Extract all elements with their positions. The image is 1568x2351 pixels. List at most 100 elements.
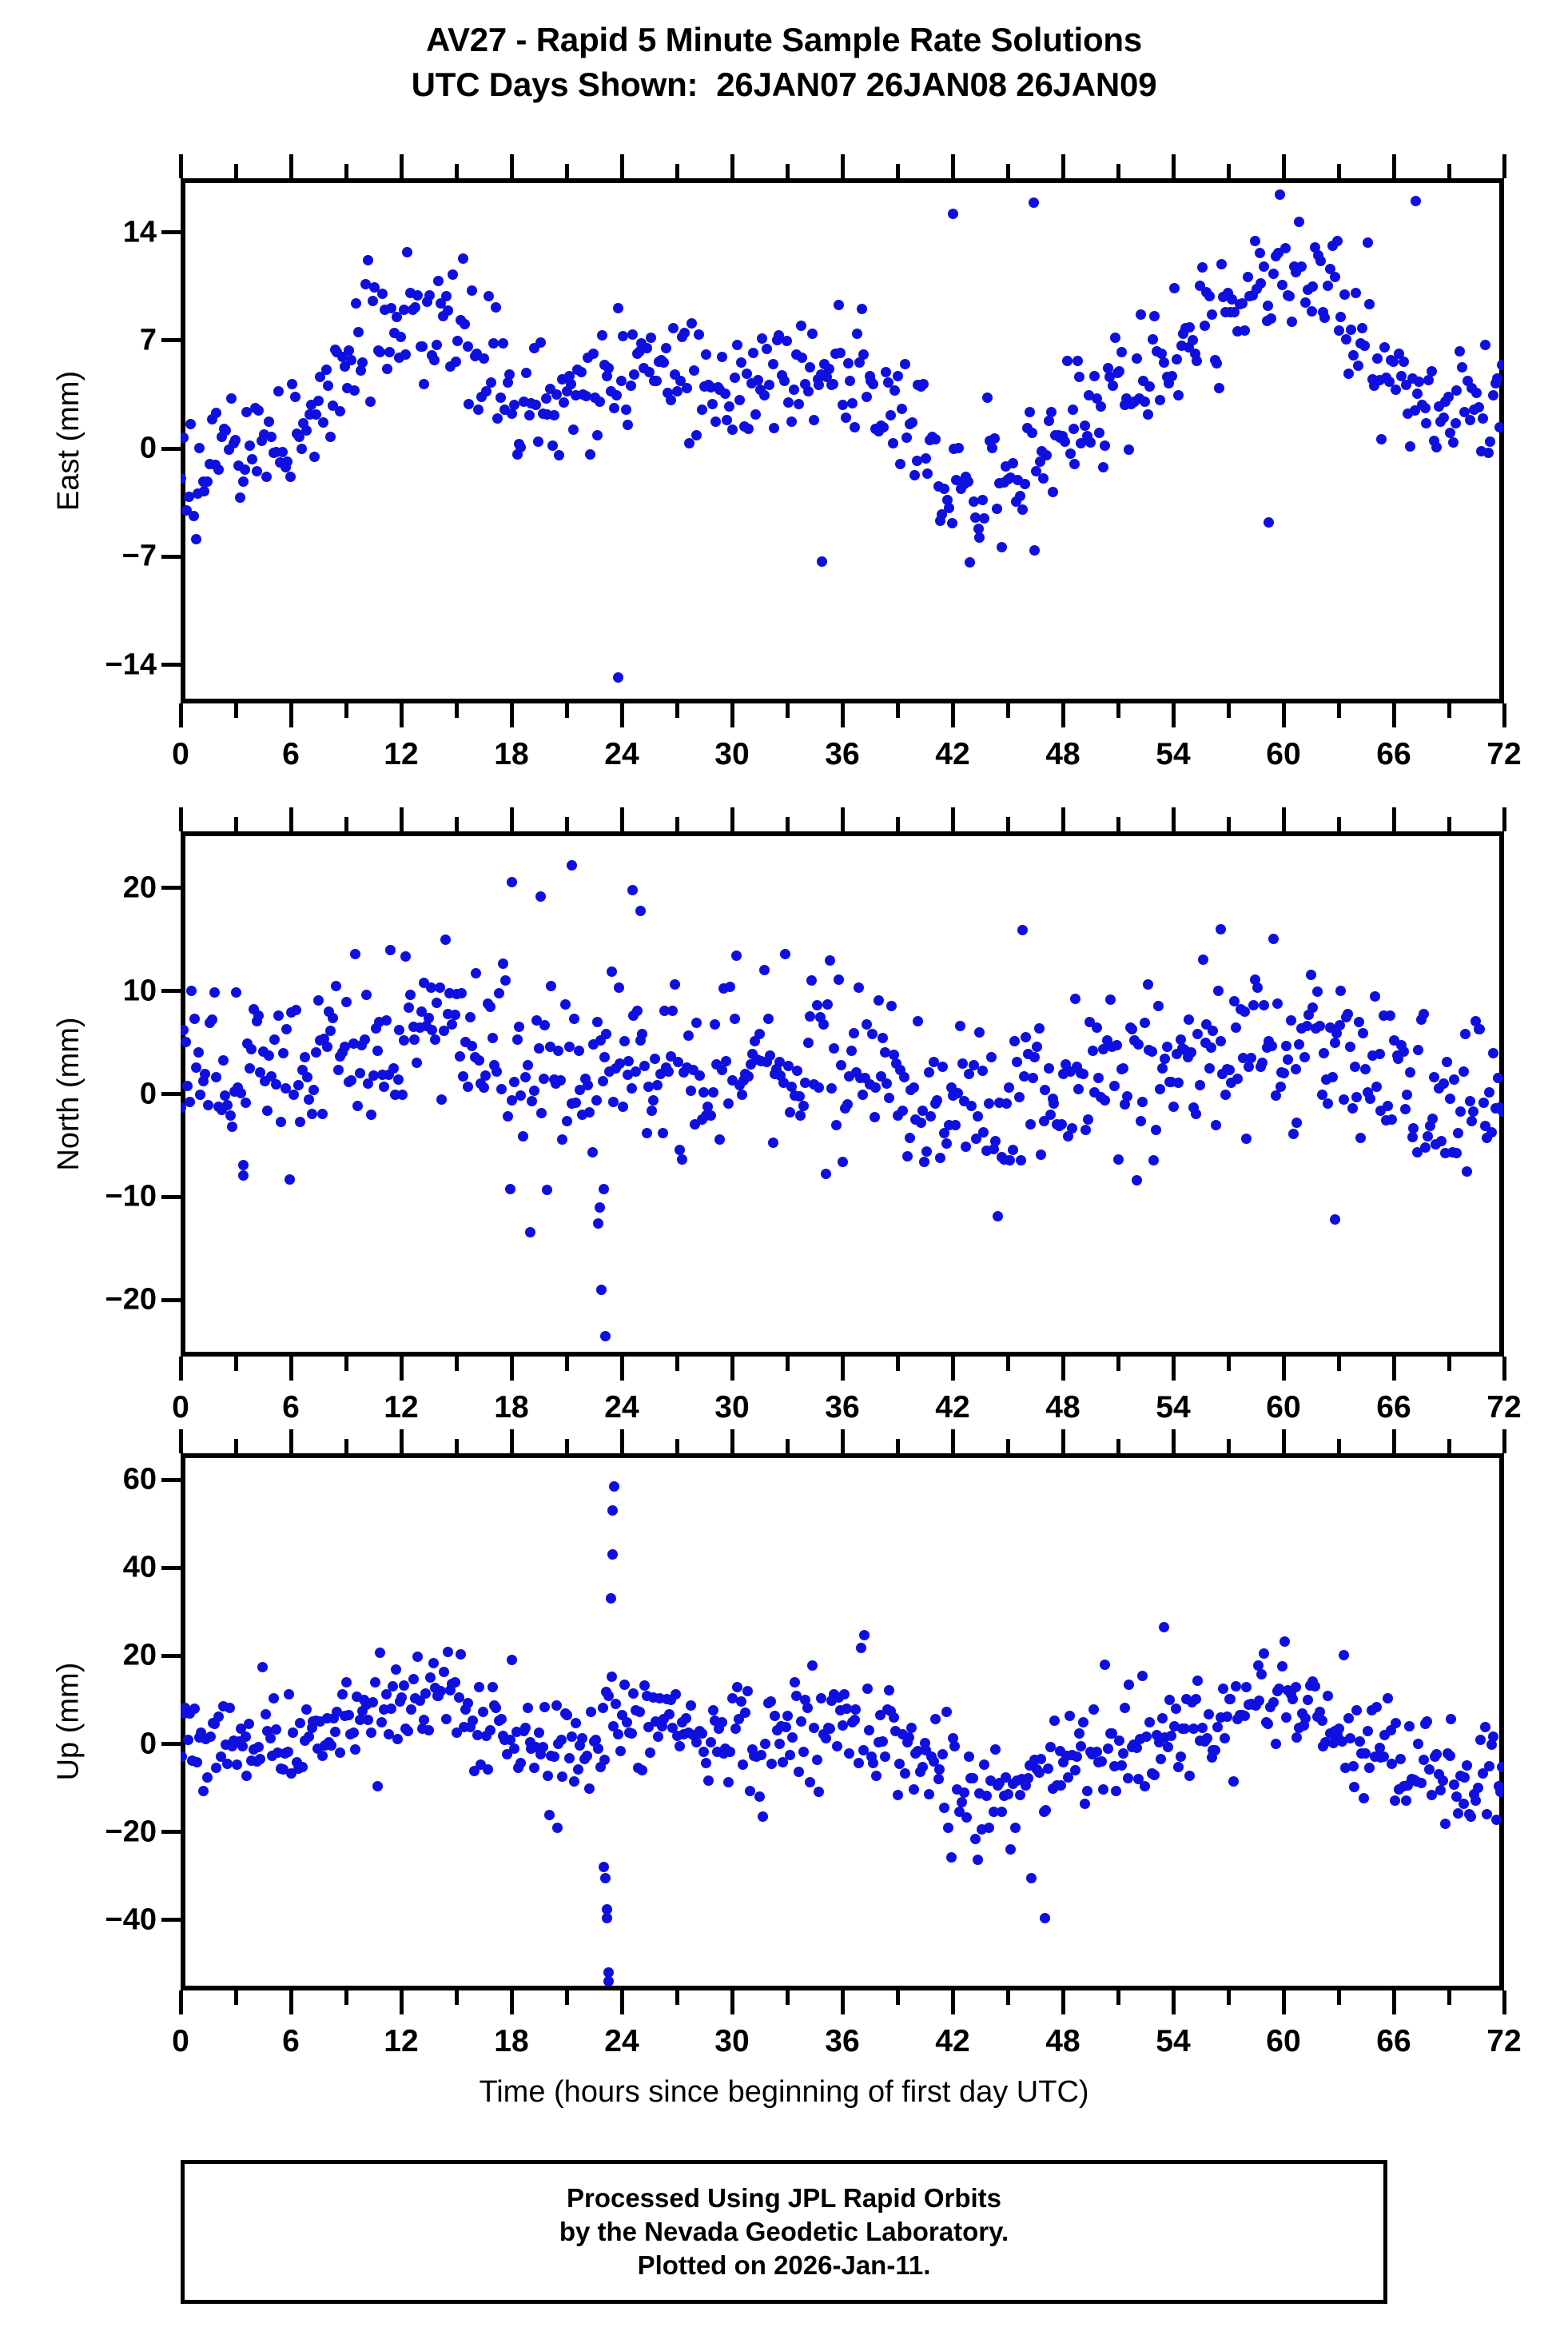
data-point: [1415, 1777, 1427, 1788]
data-point-outlier: [506, 876, 517, 887]
data-point: [1413, 1738, 1424, 1749]
data-point: [1074, 371, 1085, 382]
x-tick-label-east-8: 48: [1045, 737, 1080, 771]
data-point: [1291, 1732, 1303, 1743]
data-point: [1364, 1763, 1375, 1774]
data-point: [462, 341, 473, 352]
data-point: [1277, 1661, 1288, 1672]
data-point: [478, 1082, 489, 1094]
data-point: [568, 424, 579, 435]
data-point: [269, 1692, 280, 1703]
data-point: [782, 1061, 794, 1072]
chart-title-block: AV27 - Rapid 5 Minute Sample Rate Soluti…: [0, 18, 1568, 107]
data-point: [1395, 1753, 1407, 1764]
y-tick-label-up-5: −40: [105, 1903, 157, 1937]
data-point-outlier: [592, 1218, 603, 1229]
data-point: [1484, 1086, 1495, 1098]
x-tick-label-up-12: 72: [1486, 2024, 1522, 2058]
data-point: [1336, 1735, 1347, 1747]
data-point: [635, 1706, 646, 1717]
data-point: [447, 269, 458, 281]
data-point: [1372, 353, 1383, 364]
x-tick-bottom-east-15: [454, 703, 459, 718]
data-point: [1195, 1079, 1206, 1090]
data-point: [1192, 1028, 1204, 1039]
data-point: [1307, 281, 1319, 292]
data-point: [721, 1056, 732, 1067]
data-point: [339, 1041, 350, 1052]
data-point: [701, 1758, 712, 1769]
data-point: [1470, 387, 1482, 398]
data-point: [1148, 1154, 1159, 1166]
x-tick-top-east-60: [1281, 154, 1286, 178]
data-point: [454, 1051, 465, 1062]
data-point: [369, 1676, 380, 1688]
data-point: [811, 1754, 822, 1765]
y-tick-label-east-2: 0: [139, 431, 157, 465]
data-point: [912, 1746, 923, 1757]
data-point: [1431, 441, 1442, 452]
data-point: [707, 1705, 718, 1715]
x-tick-top-up-72: [1502, 1429, 1506, 1453]
data-point-outlier: [1017, 925, 1028, 936]
data-point: [905, 1723, 917, 1734]
data-point: [1049, 1098, 1060, 1110]
data-point: [1495, 1787, 1504, 1798]
data-point: [523, 1702, 534, 1713]
scatter-series-east: [181, 178, 1504, 703]
data-point: [851, 329, 862, 340]
x-tick-top-up-36: [840, 1429, 845, 1453]
footer-line-1: Processed Using JPL Rapid Orbits: [566, 2183, 1002, 2213]
data-point: [1083, 1114, 1094, 1126]
data-point-outlier: [598, 1183, 609, 1194]
data-point: [336, 1688, 348, 1699]
data-point: [619, 1679, 630, 1690]
data-point: [311, 409, 322, 420]
data-point: [1438, 412, 1449, 423]
x-tick-bottom-north-33: [785, 1357, 790, 1371]
data-point: [814, 379, 825, 390]
data-point: [1343, 368, 1355, 379]
data-point: [642, 342, 653, 353]
data-point: [1474, 1024, 1486, 1035]
data-point: [968, 1059, 979, 1070]
data-point: [329, 1727, 340, 1738]
data-point: [1393, 1054, 1404, 1065]
data-point: [1359, 341, 1371, 352]
data-point: [483, 290, 494, 301]
data-point: [315, 372, 326, 383]
data-point: [717, 1716, 728, 1727]
data-point: [1231, 1680, 1242, 1692]
data-point: [1352, 360, 1363, 371]
data-point: [237, 1741, 248, 1752]
data-point: [1011, 1057, 1022, 1068]
x-tick-bottom-north-60: [1281, 1357, 1286, 1381]
x-tick-bottom-north-18: [509, 1357, 514, 1381]
data-point: [1354, 1736, 1365, 1747]
data-point: [495, 392, 506, 403]
data-point: [1131, 353, 1142, 365]
data-point: [1228, 996, 1240, 1007]
data-point: [265, 1070, 277, 1082]
data-point: [1136, 1671, 1148, 1682]
y-axis-label-north: North (mm): [51, 1016, 86, 1171]
x-tick-top-up-9: [344, 1439, 348, 1453]
x-tick-label-north-11: 66: [1376, 1390, 1411, 1425]
data-point: [1155, 1083, 1166, 1094]
x-tick-bottom-up-48: [1061, 1990, 1065, 2014]
data-point: [273, 1010, 284, 1021]
data-point-outlier: [594, 1201, 605, 1213]
data-point: [1036, 1149, 1047, 1160]
data-point: [619, 1035, 630, 1046]
data-point: [237, 476, 249, 487]
data-point: [1067, 404, 1078, 415]
data-point: [449, 1677, 460, 1688]
data-point: [652, 1079, 663, 1090]
data-point: [769, 1711, 780, 1722]
data-point: [657, 1128, 668, 1139]
data-point: [762, 1013, 774, 1024]
data-point: [694, 329, 705, 341]
data-point: [694, 1070, 705, 1082]
data-point: [799, 1695, 810, 1706]
data-point: [681, 1713, 692, 1724]
